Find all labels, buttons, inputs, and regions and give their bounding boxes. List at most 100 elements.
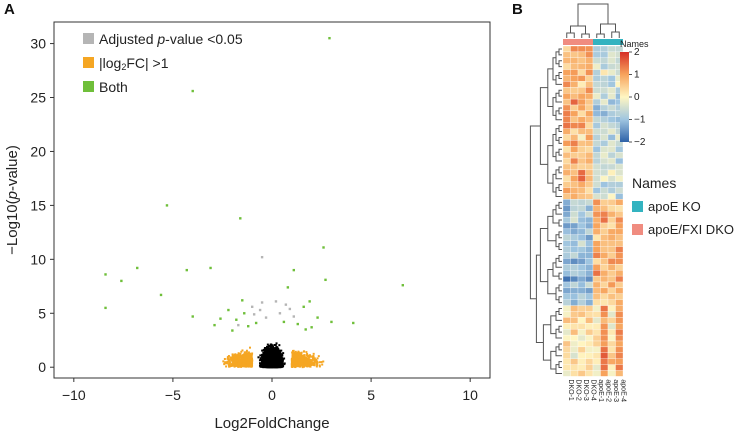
heatmap-cell	[585, 140, 594, 147]
point-not-significant	[280, 362, 283, 365]
point-log2fc	[231, 356, 234, 359]
heatmap-cell	[600, 346, 609, 353]
heatmap-cell	[607, 51, 616, 58]
heatmap-cell	[600, 93, 609, 100]
point-not-significant	[268, 347, 271, 350]
heatmap-cell	[592, 222, 601, 230]
heatmap-cell	[577, 317, 586, 324]
point-not-significant	[272, 361, 275, 364]
annotation-cell	[570, 39, 578, 45]
heatmap-cell	[585, 258, 594, 265]
point-log2fc	[292, 349, 295, 352]
heatmap-cell	[577, 370, 586, 377]
heatmap-cell	[585, 93, 594, 100]
point-log2fc	[307, 363, 310, 366]
point-not-significant	[280, 366, 283, 369]
point-log2fc	[293, 362, 296, 365]
heatmap-cell	[585, 334, 594, 342]
heatmap-cell	[592, 57, 601, 64]
heatmap-cell	[600, 146, 609, 153]
point-log2fc	[226, 356, 229, 359]
point-not-significant	[276, 358, 279, 361]
heatmap-cell	[562, 193, 571, 200]
point-log2fc	[234, 356, 237, 359]
heatmap-cell	[577, 75, 586, 82]
heatmap-cell	[585, 299, 594, 306]
point-log2fc	[291, 355, 294, 358]
heatmap-cell	[577, 199, 586, 206]
heatmap-cell	[562, 287, 571, 294]
heatmap-cell	[592, 116, 601, 123]
point-not-significant	[272, 345, 275, 348]
point-both	[191, 315, 194, 318]
point-not-significant	[276, 349, 279, 352]
point-log2fc	[249, 359, 252, 362]
heatmap-cell	[570, 305, 579, 312]
point-log2fc	[306, 361, 309, 364]
point-not-significant	[278, 366, 281, 369]
heatmap-cell	[592, 299, 601, 306]
heatmap-cell	[570, 81, 579, 88]
point-log2fc	[301, 360, 304, 363]
heatmap-cell	[615, 252, 624, 259]
heatmap-cell	[592, 293, 601, 300]
heatmap-cell	[577, 358, 586, 365]
heatmap-cell	[562, 163, 571, 171]
point-log2fc	[291, 358, 294, 361]
heatmap-cell	[562, 81, 571, 88]
heatmap-cell	[585, 63, 594, 70]
point-log2fc	[299, 364, 302, 367]
names-label-dko: apoE/FXI DKO	[648, 222, 734, 237]
heatmap-cell	[585, 340, 594, 348]
point-log2fc	[249, 357, 252, 360]
point-adjusted	[288, 307, 292, 311]
point-both	[401, 284, 404, 287]
heatmap-cell	[600, 98, 609, 106]
dendrogram-branch	[558, 60, 562, 68]
point-log2fc	[244, 362, 247, 365]
heatmap-cell	[592, 258, 601, 265]
point-log2fc	[244, 356, 247, 359]
heatmap-cell	[585, 317, 594, 324]
heatmap-cell	[615, 275, 624, 283]
heatmap-cell	[570, 146, 579, 153]
point-not-significant	[276, 364, 279, 367]
point-log2fc	[234, 357, 237, 360]
heatmap-cell	[577, 252, 586, 259]
heatmap-cell	[592, 329, 601, 336]
point-both	[254, 321, 258, 325]
point-log2fc	[238, 354, 241, 357]
point-not-significant	[273, 347, 276, 350]
heatmap-cell	[562, 75, 571, 82]
point-not-significant	[269, 346, 272, 349]
point-not-significant	[281, 353, 284, 356]
heatmap-cell	[570, 252, 579, 259]
heatmap-cell	[577, 281, 586, 289]
heatmap-cell	[592, 364, 601, 371]
point-log2fc	[298, 364, 301, 367]
heatmap-cell	[592, 275, 601, 283]
heatmap-cell	[585, 293, 594, 300]
annotation-title-small: Names	[620, 39, 649, 49]
heatmap-cell	[570, 181, 579, 188]
point-log2fc	[237, 362, 240, 365]
heatmap-cell	[607, 140, 616, 147]
heatmap-cell	[585, 270, 594, 277]
point-log2fc	[233, 363, 236, 366]
annotation-cell	[600, 39, 608, 45]
point-log2fc	[309, 364, 312, 367]
dendrogram-branch	[558, 48, 562, 56]
heatmap-cell	[570, 299, 579, 306]
point-log2fc	[305, 356, 308, 359]
point-not-significant	[278, 344, 281, 347]
heatmap-cell	[585, 157, 594, 165]
point-log2fc	[248, 360, 251, 363]
scale-tick-label: 1	[634, 70, 640, 81]
background-points	[222, 342, 325, 369]
point-both	[185, 268, 188, 272]
heatmap-cell	[600, 187, 609, 194]
heatmap-cell	[592, 334, 601, 342]
heatmap-cell	[600, 264, 609, 271]
heatmap-cell	[570, 222, 579, 230]
heatmap-cell	[570, 140, 579, 147]
